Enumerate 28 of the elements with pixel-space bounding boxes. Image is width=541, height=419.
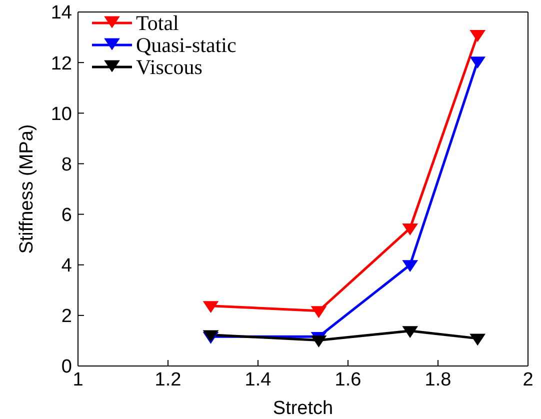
y-tick-label: 10 xyxy=(50,104,72,125)
point xyxy=(402,260,418,272)
point xyxy=(470,334,486,346)
point xyxy=(311,306,326,318)
point xyxy=(203,301,218,313)
x-tick-label: 1.2 xyxy=(154,369,182,390)
point xyxy=(402,223,418,235)
y-tick-label: 14 xyxy=(50,2,72,24)
y-axis-title: Stiffness (MPa) xyxy=(16,124,38,254)
y-tick-label: 12 xyxy=(50,53,72,74)
x-axis-title: Stretch xyxy=(272,398,334,419)
point xyxy=(311,336,326,348)
point xyxy=(470,30,486,42)
x-tick-label: 1.4 xyxy=(244,369,272,390)
y-tick-label: 2 xyxy=(61,306,72,328)
y-tick-label: 0 xyxy=(61,356,72,378)
y-tick-label: 4 xyxy=(61,256,72,277)
point xyxy=(470,56,486,68)
y-tick-label: 8 xyxy=(61,154,72,176)
x-tick-label: 1 xyxy=(72,369,84,390)
legend-label: Quasi-static xyxy=(136,33,236,57)
x-tick-label: 1.6 xyxy=(334,369,362,390)
y-tick-label: 6 xyxy=(61,205,72,226)
point xyxy=(402,326,418,338)
x-tick-label: 1.8 xyxy=(424,369,452,390)
legend-label: Total xyxy=(136,11,179,35)
legend-label: Viscous xyxy=(136,55,202,79)
x-tick-label: 2 xyxy=(522,369,534,390)
